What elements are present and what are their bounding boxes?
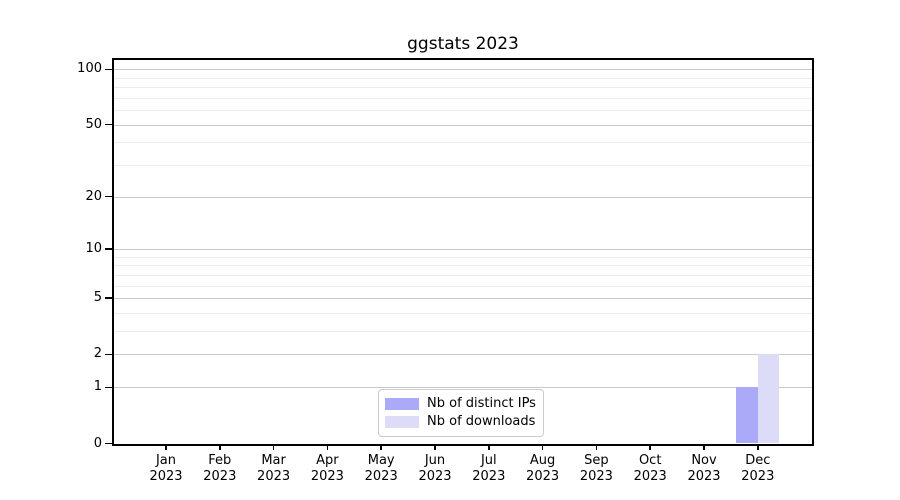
y-axis-tick-label: 5 — [93, 290, 102, 306]
x-label-year: 2023 — [310, 469, 344, 484]
gridline-minor — [114, 331, 812, 333]
x-axis-tick — [219, 445, 221, 450]
x-axis-tick-label: Mar 2023 — [257, 453, 290, 486]
x-label-month: Sep — [584, 452, 609, 468]
x-label-month: Dec — [745, 452, 771, 468]
gridline-minor — [114, 265, 812, 267]
x-label-year: 2023 — [633, 469, 667, 484]
y-axis-tick — [105, 195, 112, 198]
legend-label-downloads: Nb of downloads — [427, 413, 536, 429]
gridline-minor — [114, 110, 812, 112]
x-label-month: Oct — [638, 452, 662, 468]
gridline-minor — [114, 165, 812, 167]
x-label-year: 2023 — [257, 469, 291, 484]
gridline-minor — [114, 274, 812, 276]
y-axis-tick-label: 100 — [77, 61, 102, 77]
gridline-major — [114, 298, 812, 300]
x-axis-tick — [649, 445, 651, 450]
x-label-month: Jun — [424, 452, 446, 468]
gridline-major — [114, 249, 812, 251]
x-axis-tick-label: Feb 2023 — [203, 453, 236, 486]
x-label-year: 2023 — [741, 469, 775, 484]
x-label-month: May — [367, 452, 395, 468]
x-axis-tick — [434, 445, 436, 450]
x-label-year: 2023 — [472, 469, 506, 484]
bar-downloads — [757, 354, 780, 444]
gridline-minor — [114, 142, 812, 144]
y-axis-tick-label: 50 — [85, 116, 102, 132]
y-axis-tick — [105, 386, 112, 389]
x-label-month: Jul — [480, 452, 497, 468]
y-axis-tick — [105, 353, 112, 356]
gridline-major — [114, 354, 812, 356]
x-label-year: 2023 — [579, 469, 613, 484]
x-label-year: 2023 — [364, 469, 398, 484]
gridline-minor — [114, 285, 812, 287]
y-axis-tick — [105, 248, 112, 250]
y-axis-tick-label: 1 — [93, 379, 102, 395]
x-axis-tick — [703, 445, 705, 450]
x-axis-tick — [541, 445, 544, 450]
x-label-month: Jan — [155, 452, 177, 468]
legend: Nb of distinct IPs Nb of downloads — [378, 388, 544, 437]
x-axis-tick — [488, 445, 490, 450]
gridline-major — [114, 196, 812, 198]
x-label-year: 2023 — [526, 469, 560, 484]
x-axis-tick-label: Jun 2023 — [418, 453, 451, 486]
legend-swatch-distinct-ips — [385, 397, 419, 410]
x-label-month: Aug — [529, 452, 556, 468]
bar-distinct-ips — [736, 387, 758, 444]
gridline-major — [114, 124, 812, 126]
x-axis-tick-label: Aug 2023 — [526, 453, 559, 486]
x-label-year: 2023 — [203, 469, 237, 484]
y-axis-tick-label: 10 — [85, 241, 102, 257]
gridline-minor — [114, 87, 812, 89]
gridline-major — [114, 387, 812, 389]
legend-entry-downloads: Nb of downloads — [385, 413, 535, 431]
y-axis-tick — [105, 68, 112, 71]
x-axis-tick-label: Jan 2023 — [149, 453, 182, 486]
plot-area: Dec 2023 Nov 2023 Oct 2023 Sep 2023 Aug 2023 Jul 20… — [77, 57, 814, 484]
x-axis-tick — [757, 445, 759, 450]
x-axis-tick — [272, 445, 275, 450]
legend-label-distinct-ips: Nb of distinct IPs — [427, 395, 536, 411]
x-axis-tick-label: Sep 2023 — [580, 453, 613, 486]
y-axis-tick-label: 20 — [85, 188, 102, 204]
x-label-year: 2023 — [687, 469, 721, 484]
x-label-year: 2023 — [418, 469, 452, 484]
gridline-major — [114, 69, 812, 71]
x-axis-tick-label: Nov 2023 — [687, 453, 720, 486]
x-axis-tick-label: Apr 2023 — [311, 453, 344, 486]
x-axis-tick-label: Jul 2023 — [472, 453, 505, 486]
gridline-minor — [114, 313, 812, 314]
x-axis-tick-label: Oct 2023 — [634, 453, 667, 486]
legend-swatch-downloads — [385, 415, 419, 428]
legend-entry-distinct-ips: Nb of distinct IPs — [385, 395, 536, 413]
y-axis-tick — [105, 442, 112, 445]
x-axis-tick — [595, 445, 598, 450]
gridline-minor — [114, 97, 812, 99]
x-label-month: Mar — [261, 452, 286, 468]
chart-title: ggstats 2023 — [407, 34, 519, 54]
x-label-month: Nov — [691, 452, 717, 468]
y-axis-tick — [105, 297, 112, 299]
y-axis-tick — [105, 123, 112, 126]
x-label-month: Feb — [208, 452, 232, 468]
y-axis-tick-label: 0 — [93, 435, 102, 451]
gridline-minor — [114, 256, 812, 258]
x-axis-tick-label: Dec 2023 — [741, 453, 774, 486]
x-axis-tick — [380, 445, 382, 450]
gridline-minor — [114, 77, 812, 79]
y-axis-tick-label: 2 — [93, 346, 102, 362]
x-label-year: 2023 — [149, 469, 183, 484]
x-axis-tick — [326, 445, 329, 450]
x-axis-tick-label: May 2023 — [365, 453, 398, 486]
x-label-month: Apr — [316, 452, 339, 468]
x-axis-tick — [165, 445, 167, 450]
